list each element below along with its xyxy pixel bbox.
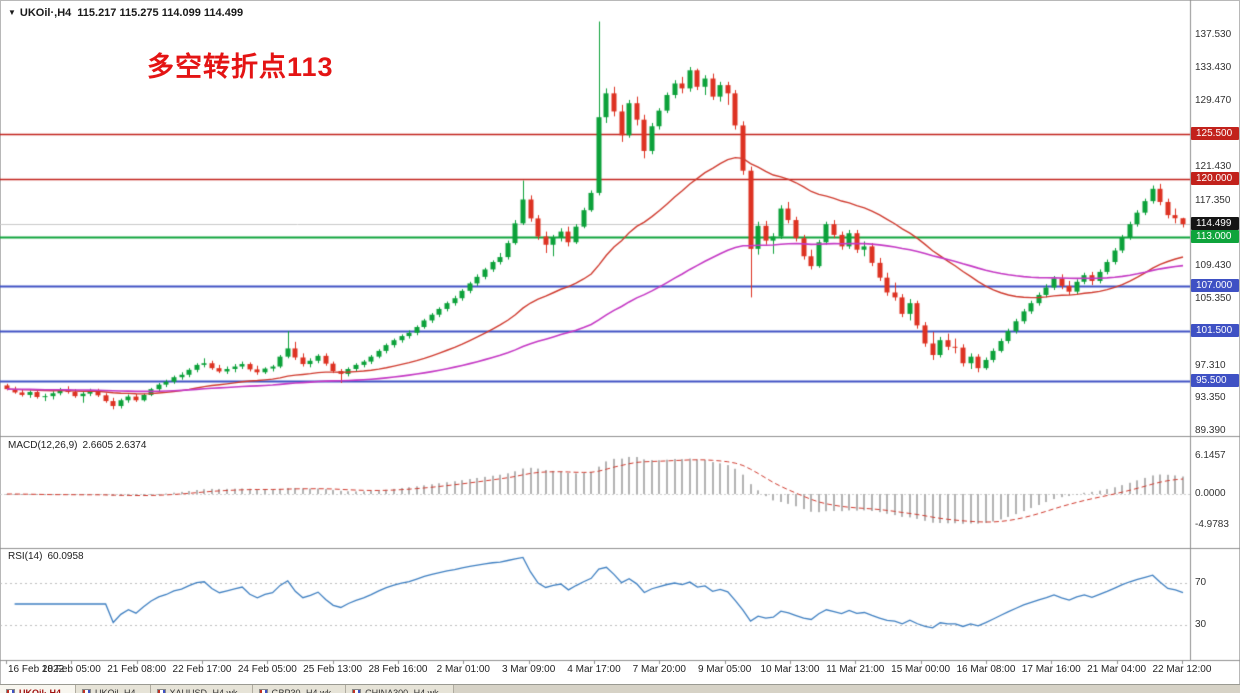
chart-tab[interactable]: UKOil·,H4 [0,685,77,693]
chart-tab-label: UKOil·,H4 [95,688,136,693]
price-level-tag[interactable]: 101.500 [1191,324,1239,338]
time-axis-label[interactable]: 16 Feb 2022 [8,664,65,675]
price-axis-label: 117.350 [1195,194,1231,206]
price-axis-label: 121.430 [1195,161,1232,173]
time-axis-label[interactable]: 15 Mar 00:00 [891,664,951,675]
time-axis-label[interactable]: 7 Mar 20:00 [632,664,686,675]
chart-tab-label: CHINA300·,H4 wk [365,688,439,693]
price-axis-label: 137.530 [1195,28,1232,40]
price-axis-label: 97.310 [1195,359,1226,371]
chart-tab-bar: UKOil·,H4 UKOil·,H4 XAUUSD·,H4 wk GBP30·,H4… [0,684,1240,693]
macd-axis-label: 0.0000 [1195,488,1226,499]
time-axis-label[interactable]: 17 Mar 16:00 [1021,664,1081,675]
chart-tab-icon [352,689,362,693]
chart-tab[interactable]: UKOil·,H4 [76,685,151,693]
time-axis-label[interactable]: 28 Feb 16:00 [368,664,428,675]
chart-tab-icon [82,689,92,693]
price-axis-label: 109.430 [1195,259,1232,271]
rsi-name: RSI(14) [8,551,43,562]
time-axis-label[interactable]: 21 Feb 08:00 [107,664,167,675]
rsi-value: 60.0958 [47,551,84,562]
chart-tab-label: GBP30·,H4 wk [271,688,332,693]
price-level-tag[interactable]: 113.000 [1191,229,1239,243]
ohlc-values: 115.217 115.275 114.099 114.499 [77,7,244,19]
price-level-tag[interactable]: 125.500 [1191,126,1239,140]
rsi-axis-label: 70 [1195,577,1207,589]
rsi-axis-label: 30 [1195,618,1207,630]
collapse-triangle-icon[interactable]: ▼ [8,8,16,17]
time-axis-label[interactable]: 2 Mar 01:00 [436,664,490,675]
time-axis-label[interactable]: 4 Mar 17:00 [567,664,621,675]
chart-tab-icon [258,689,268,693]
rsi-indicator-label: RSI(14) 60.0958 [8,551,84,562]
time-axis-label[interactable]: 22 Feb 17:00 [172,664,232,675]
chart-annotation-text[interactable]: 多空转折点113 [147,52,334,82]
time-axis-label[interactable]: 18 Feb 05:00 [41,664,101,675]
price-level-tag[interactable]: 107.000 [1191,278,1239,292]
chart-tab-label: UKOil·,H4 [19,688,62,693]
price-axis-label: 133.430 [1195,62,1232,74]
price-axis-label: 89.390 [1195,424,1226,436]
macd-values: 2.6605 2.6374 [82,440,147,451]
time-axis-label[interactable]: 16 Mar 08:00 [956,664,1016,675]
macd-indicator-label: MACD(12,26,9) 2.6605 2.6374 [8,440,146,451]
chart-tab[interactable]: GBP30·,H4 wk [252,685,347,693]
time-axis-label[interactable]: 22 Mar 12:00 [1152,664,1212,675]
macd-axis-label: 6.1457 [1195,449,1226,461]
price-level-tag[interactable]: 120.000 [1191,171,1239,185]
chart-tab-icon [156,689,166,693]
macd-axis-label: -4.9783 [1195,518,1229,530]
chart-tab-label: XAUUSD·,H4 wk [169,688,238,693]
time-axis-label[interactable]: 21 Mar 04:00 [1087,664,1147,675]
time-axis-label[interactable]: 10 Mar 13:00 [760,664,820,675]
chart-header: ▼ UKOil·,H4 115.217 115.275 114.099 114.49… [8,7,243,19]
time-axis-label[interactable]: 25 Feb 13:00 [303,664,363,675]
time-axis-label[interactable]: 9 Mar 05:00 [697,664,752,675]
price-axis-label: 129.470 [1195,94,1232,106]
symbol-timeframe-label: UKOil·,H4 [19,7,72,19]
time-axis-label[interactable]: 24 Feb 05:00 [237,664,297,675]
time-axis-label[interactable]: 11 Mar 21:00 [826,664,885,675]
price-level-tag[interactable]: 95.500 [1191,373,1239,387]
chart-tab-icon [6,689,15,693]
chart-tab[interactable]: XAUUSD·,H4 wk [150,685,253,693]
time-axis-label[interactable]: 3 Mar 09:00 [501,664,556,675]
price-axis-label: 105.350 [1195,293,1232,305]
macd-name: MACD(12,26,9) [8,440,78,451]
chart-tab[interactable]: CHINA300·,H4 wk [346,685,454,693]
price-axis-label: 93.350 [1195,392,1226,404]
current-price-tag: 114.499 [1191,217,1239,231]
